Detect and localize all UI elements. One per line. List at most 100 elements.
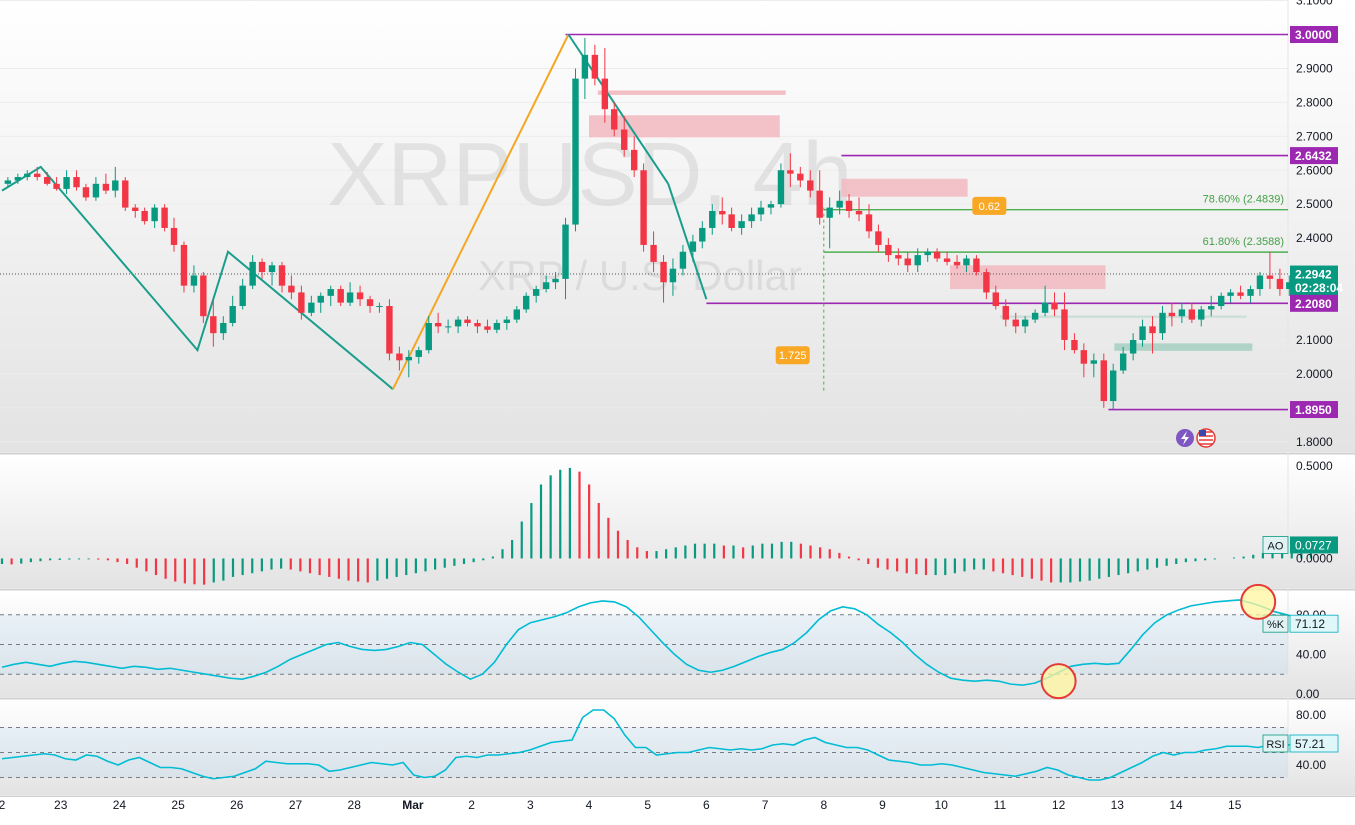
candle-body — [513, 309, 520, 320]
candle — [855, 197, 863, 222]
candle-body — [346, 292, 354, 303]
candle-body — [943, 258, 951, 262]
candle — [1080, 343, 1088, 378]
candle-body — [865, 214, 873, 232]
candle — [1002, 299, 1009, 327]
price-axis-tick: 2.5000 — [1296, 197, 1333, 211]
candle-body — [1178, 309, 1186, 317]
candle — [415, 346, 422, 364]
candle-body — [807, 180, 814, 191]
candle-body — [161, 207, 168, 228]
candle — [220, 316, 227, 340]
candle — [1031, 309, 1039, 323]
candle — [4, 177, 12, 188]
candle — [396, 346, 403, 371]
candle — [317, 292, 324, 313]
candle-body — [581, 54, 589, 79]
candle — [405, 350, 412, 378]
candle — [34, 166, 41, 181]
price-axis-badge — [1290, 147, 1338, 165]
indicator-value-badge — [1289, 614, 1339, 633]
candle-body — [532, 289, 540, 296]
candle — [503, 316, 511, 330]
candle — [268, 261, 276, 286]
time-axis-label: 7 — [762, 798, 769, 812]
candle-body — [728, 214, 735, 228]
indicator-value-label: 71.12 — [1295, 617, 1325, 631]
time-axis-label: 2 — [0, 798, 6, 812]
price-axis-badge-text: 2.6432 — [1295, 149, 1332, 163]
indicator-pane-background — [0, 700, 1355, 795]
candle — [797, 166, 804, 188]
price-axis-badge-text: 02:28:04 — [1295, 281, 1343, 295]
candle — [1198, 306, 1205, 327]
price-axis-tick: 2.4000 — [1296, 231, 1333, 245]
candle — [308, 295, 315, 317]
indicator-name-label: AO — [1268, 540, 1284, 552]
lightning-icon — [1176, 429, 1194, 447]
candle-body — [855, 210, 863, 215]
retrace-leg-line — [667, 183, 708, 300]
candle — [1149, 316, 1156, 354]
candle — [738, 214, 745, 235]
indicator-axis-tick: 0.5000 — [1296, 459, 1333, 473]
candle-body — [190, 275, 198, 286]
candle-body — [1286, 282, 1293, 290]
candle — [562, 217, 569, 300]
candle — [1051, 292, 1058, 317]
candle-body — [454, 319, 462, 327]
time-axis-label: 5 — [644, 798, 651, 812]
candle — [875, 224, 882, 252]
time-axis-label: Mar — [402, 798, 424, 812]
price-axis-tick: 2.7000 — [1296, 129, 1333, 143]
candle — [904, 251, 911, 273]
candle — [43, 171, 51, 186]
indicator-axis-tick: 80.00 — [1296, 708, 1326, 722]
candle-body — [1051, 302, 1058, 310]
candle — [591, 44, 599, 86]
price-zone — [999, 315, 1247, 318]
candle-body — [611, 109, 618, 130]
price-axis-badge — [1290, 294, 1338, 312]
candle-body — [327, 289, 334, 296]
candle — [493, 319, 501, 334]
candle-body — [1109, 370, 1117, 402]
candle — [1119, 346, 1127, 374]
highlight-circle — [1040, 663, 1077, 700]
candle-body — [1002, 306, 1009, 320]
candle — [689, 234, 697, 262]
candle-body — [112, 180, 119, 191]
candle-body — [591, 54, 599, 79]
candle-body — [699, 227, 706, 242]
candle-body — [953, 261, 961, 266]
price-axis-badge-text: 2.2080 — [1295, 297, 1332, 311]
price-axis-badge — [1290, 278, 1338, 296]
candle — [963, 255, 970, 273]
price-axis-badge-text: 1.8950 — [1295, 403, 1332, 417]
time-axis-label: 23 — [54, 798, 68, 812]
candle-body — [444, 326, 452, 328]
candle-body — [845, 200, 853, 211]
candle — [122, 177, 129, 211]
candle-body — [73, 177, 80, 188]
candle — [1139, 319, 1146, 347]
candle-body — [1041, 302, 1049, 313]
candle — [836, 190, 843, 215]
candle-body — [288, 285, 295, 293]
candle — [807, 170, 814, 198]
candle — [1159, 306, 1166, 340]
indicator-axis-tick: 40.00 — [1296, 758, 1326, 772]
price-axis-tick: 2.0000 — [1296, 367, 1333, 381]
candle — [454, 316, 462, 334]
candle-body — [601, 78, 609, 110]
candle-body — [1217, 295, 1225, 307]
candle-body — [738, 221, 745, 228]
candle-body — [522, 295, 530, 310]
candle — [484, 319, 491, 334]
candle-body — [366, 299, 374, 307]
candle — [376, 302, 383, 313]
candle-body — [963, 258, 970, 266]
candle — [1276, 268, 1284, 296]
candle — [845, 194, 853, 218]
